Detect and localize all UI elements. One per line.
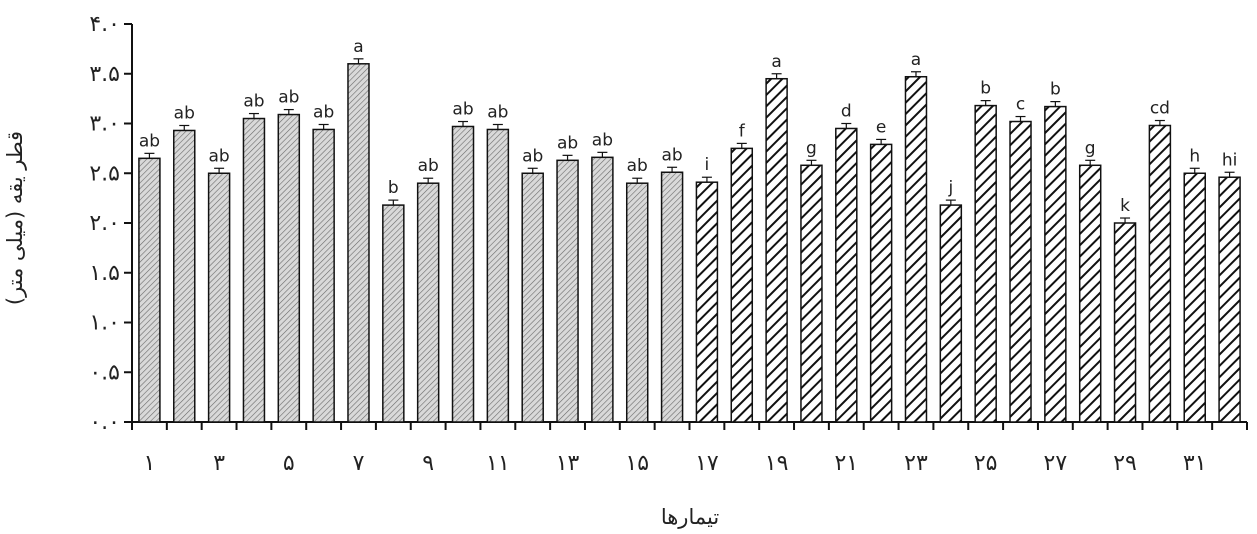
x-tick-label: ۱۱: [486, 451, 510, 476]
bar: [207, 172, 231, 423]
bar: [242, 117, 266, 423]
x-tick-label: ۱۵: [625, 451, 649, 476]
bar: [835, 127, 858, 423]
x-tick-label: ۱۷: [695, 451, 719, 476]
bar: [800, 164, 823, 423]
significance-label: h: [1189, 146, 1200, 166]
x-axis: ۱ ۳ ۵ ۷ ۹ ۱۱ ۱۳ ۱۵ ۱۷ ۱۹ ۲۱ ۲۳ ۲۵ ۲۷ ۲۹ ۳۱: [131, 421, 1248, 476]
x-tick-label: ۱۹: [765, 451, 789, 476]
y-tick-label: ۲.۵: [89, 161, 120, 186]
significance-label: f: [739, 121, 746, 141]
x-tick-label: ۲۵: [974, 451, 998, 476]
significance-label: ab: [209, 146, 230, 166]
x-tick-label: ۲۳: [904, 451, 928, 476]
y-tick-label: ۱.۵: [89, 261, 120, 286]
significance-label: k: [1120, 196, 1130, 216]
significance-label: ab: [452, 100, 473, 120]
y-tick-label: ۰.۵: [89, 360, 120, 385]
significance-label: ab: [487, 102, 508, 122]
significance-label: ab: [313, 102, 334, 122]
y-tick-label: ۴.۰: [89, 12, 120, 37]
significance-label: i: [705, 155, 710, 175]
significance-label: a: [771, 52, 781, 72]
x-tick-label: ۵: [283, 451, 295, 476]
x-tick-label: ۷: [353, 451, 365, 476]
significance-label: ab: [278, 88, 299, 108]
significance-label: g: [1085, 138, 1096, 158]
significance-label: hi: [1222, 150, 1238, 170]
significance-label: ab: [592, 130, 613, 150]
bar: [904, 75, 928, 423]
significance-label: ab: [139, 131, 160, 151]
bar: [974, 104, 997, 423]
bar: [451, 125, 475, 423]
x-tick-label: ۳: [213, 451, 225, 476]
bar: [416, 182, 440, 423]
bar: [1113, 222, 1137, 423]
bar: [625, 182, 649, 423]
x-tick-label: ۱: [144, 451, 156, 476]
bar: [1148, 124, 1172, 423]
x-tick-label: ۱۳: [556, 451, 580, 476]
bar: [660, 171, 684, 423]
x-tick-label: ۲۷: [1044, 451, 1068, 476]
significance-label: a: [353, 37, 363, 57]
y-tick-label: ۱.۰: [89, 311, 120, 336]
bar: [695, 181, 719, 423]
significance-label: ab: [418, 156, 439, 176]
significance-label: b: [980, 79, 991, 99]
bar: [1078, 164, 1102, 423]
x-axis-title: تیمارها: [661, 505, 719, 529]
significance-label: b: [1050, 80, 1061, 100]
bar: [347, 63, 370, 423]
significance-label: g: [806, 138, 817, 158]
bar: [521, 172, 544, 423]
bar: [939, 204, 963, 423]
y-axis: ۰.۰ ۰.۵ ۱.۰ ۱.۵ ۲.۰ ۲.۵ ۳.۰ ۳.۵ ۴.۰: [89, 12, 133, 435]
significance-label: ab: [627, 156, 648, 176]
y-tick-label: ۳.۵: [89, 62, 120, 87]
y-tick-label: ۲.۰: [89, 211, 120, 236]
bar: [382, 204, 405, 423]
significance-label: ab: [557, 133, 578, 153]
x-tick-label: ۲۹: [1113, 451, 1137, 476]
bar: [277, 113, 301, 423]
bar: [1218, 176, 1241, 423]
bar: [730, 147, 754, 423]
y-tick-label: ۳.۰: [89, 112, 120, 137]
significance-label: ab: [243, 92, 264, 112]
x-tick-label: ۳۱: [1183, 451, 1207, 476]
bar: [1044, 105, 1067, 423]
y-axis-title: قطر یقه (میلی متر): [3, 131, 27, 305]
significance-label: c: [1016, 95, 1025, 115]
significance-label: ab: [174, 103, 195, 123]
bar: [312, 128, 335, 423]
bar: [1009, 120, 1032, 423]
x-tick-label: ۹: [422, 451, 434, 476]
bar: [869, 143, 893, 423]
bar: [556, 159, 579, 423]
bar: [1183, 172, 1206, 423]
significance-label: b: [388, 178, 399, 198]
significance-label: cd: [1150, 99, 1170, 119]
significance-label: e: [876, 117, 886, 137]
bar: [173, 129, 196, 423]
significance-label: ab: [522, 146, 543, 166]
bar: [765, 77, 788, 423]
significance-label: a: [911, 50, 921, 70]
significance-label: ab: [661, 145, 682, 165]
significance-label: d: [841, 102, 852, 122]
significance-label: j: [947, 178, 953, 198]
bar: [138, 157, 161, 423]
bar: [486, 128, 510, 423]
y-tick-label: ۰.۰: [89, 410, 120, 435]
bar: [591, 156, 614, 423]
x-tick-label: ۲۱: [834, 451, 858, 476]
